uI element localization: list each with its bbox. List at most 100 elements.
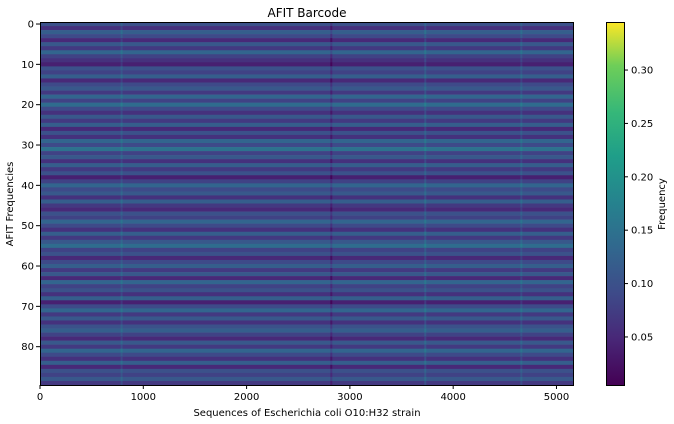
y-tick-label: 60 (21, 262, 34, 273)
heatmap-cell-42-2 (424, 191, 427, 196)
heatmap-cell-40-3 (520, 183, 523, 188)
heatmap-cell-78-1 (330, 336, 333, 341)
heatmap-cell-7-0 (120, 50, 123, 55)
heatmap-cell-3-2 (424, 34, 427, 39)
heatmap-row-72 (40, 312, 573, 317)
heatmap-cell-23-0 (120, 114, 123, 120)
heatmap-cell-52-2 (424, 231, 427, 237)
heatmap-cell-40-1 (330, 183, 333, 188)
heatmap-cell-18-1 (330, 94, 333, 99)
heatmap-cell-34-0 (120, 159, 123, 164)
colorbar-tick-label: 0.20 (631, 172, 653, 183)
heatmap-cell-2-2 (424, 30, 427, 35)
heatmap-cell-4-2 (424, 38, 427, 43)
heatmap-cell-48-1 (330, 215, 333, 220)
heatmap-cell-42-3 (520, 191, 523, 196)
heatmap-row-16 (40, 86, 573, 91)
heatmap-cell-0-2 (424, 22, 427, 27)
heatmap-cell-25-3 (520, 122, 523, 128)
heatmap-row-63 (40, 276, 573, 281)
heatmap-cell-48-3 (520, 215, 523, 220)
heatmap-cell-46-3 (520, 207, 523, 212)
heatmap-row-76 (40, 328, 573, 333)
heatmap-row-52 (40, 231, 573, 237)
heatmap-row-75 (40, 324, 573, 329)
heatmap-cell-52-3 (520, 231, 523, 237)
heatmap-row-10 (40, 62, 573, 67)
heatmap-cell-51-2 (424, 227, 427, 233)
heatmap-cell-29-1 (330, 138, 333, 144)
heatmap-cell-8-0 (120, 54, 123, 59)
heatmap-cell-44-1 (330, 199, 333, 204)
heatmap-cell-26-0 (120, 126, 123, 132)
heatmap-cell-38-1 (330, 175, 333, 180)
heatmap-row-80 (40, 344, 573, 349)
heatmap-row-31 (40, 147, 573, 152)
heatmap-cell-9-1 (330, 58, 333, 63)
heatmap-cell-8-1 (330, 54, 333, 59)
heatmap-cell-61-0 (120, 268, 123, 273)
heatmap-cell-0-1 (330, 22, 333, 27)
heatmap-row-18 (40, 94, 573, 99)
heatmap-cell-88-3 (520, 376, 523, 382)
heatmap-cell-62-1 (330, 272, 333, 277)
heatmap-cell-26-1 (330, 126, 333, 132)
heatmap-cell-39-2 (424, 179, 427, 184)
heatmap-cell-89-0 (120, 380, 123, 386)
heatmap-cell-21-3 (520, 106, 523, 112)
heatmap-cell-37-3 (520, 171, 523, 176)
heatmap-cell-25-2 (424, 122, 427, 128)
y-tick-label: 50 (21, 221, 34, 232)
heatmap-row-79 (40, 340, 573, 345)
heatmap-cell-69-2 (424, 300, 427, 305)
heatmap-cell-35-0 (120, 163, 123, 168)
heatmap-cell-8-3 (520, 54, 523, 59)
heatmap-cell-43-2 (424, 195, 427, 200)
heatmap-cell-68-2 (424, 296, 427, 301)
heatmap-row-13 (40, 74, 573, 79)
heatmap-cell-73-0 (120, 316, 123, 321)
heatmap-cell-15-0 (120, 82, 123, 87)
heatmap-cell-56-0 (120, 247, 123, 253)
heatmap-cell-56-3 (520, 247, 523, 253)
heatmap-row-34 (40, 159, 573, 164)
heatmap-cell-6-2 (424, 46, 427, 51)
heatmap-cell-43-1 (330, 195, 333, 200)
heatmap-row-9 (40, 58, 573, 63)
heatmap-cell-0-0 (120, 22, 123, 27)
heatmap-cell-24-3 (520, 118, 523, 124)
heatmap-cell-77-3 (520, 332, 523, 337)
heatmap-cell-65-1 (330, 284, 333, 289)
heatmap-cell-57-1 (330, 251, 333, 257)
heatmap-row-26 (40, 126, 573, 132)
heatmap-cell-49-2 (424, 219, 427, 224)
heatmap-row-43 (40, 195, 573, 200)
heatmap-cell-9-2 (424, 58, 427, 63)
heatmap-cell-64-2 (424, 280, 427, 285)
heatmap-row-2 (40, 30, 573, 35)
heatmap-cell-13-2 (424, 74, 427, 79)
heatmap-cell-56-2 (424, 247, 427, 253)
x-tick-label: 3000 (337, 392, 362, 403)
heatmap-cell-89-3 (520, 380, 523, 386)
heatmap-cell-52-0 (120, 231, 123, 237)
heatmap-row-89 (40, 380, 573, 386)
heatmap-cell-30-0 (120, 143, 123, 148)
heatmap-cell-82-3 (520, 352, 523, 358)
heatmap-cell-46-1 (330, 207, 333, 212)
heatmap-cell-64-1 (330, 280, 333, 285)
heatmap-cell-20-0 (120, 102, 123, 107)
x-axis-label: Sequences of Escherichia coli O10:H32 st… (193, 408, 420, 419)
heatmap-row-66 (40, 288, 573, 293)
heatmap-cell-68-1 (330, 296, 333, 301)
heatmap-cell-76-3 (520, 328, 523, 333)
heatmap-cell-22-3 (520, 110, 523, 116)
heatmap-cell-47-3 (520, 211, 523, 216)
heatmap-cell-33-1 (330, 155, 333, 160)
heatmap-cell-45-0 (120, 203, 123, 208)
heatmap-cell-53-3 (520, 235, 523, 241)
heatmap-cell-35-2 (424, 163, 427, 168)
heatmap-row-83 (40, 356, 573, 362)
heatmap-row-15 (40, 82, 573, 87)
colorbar-tick-label: 0.05 (631, 332, 653, 343)
